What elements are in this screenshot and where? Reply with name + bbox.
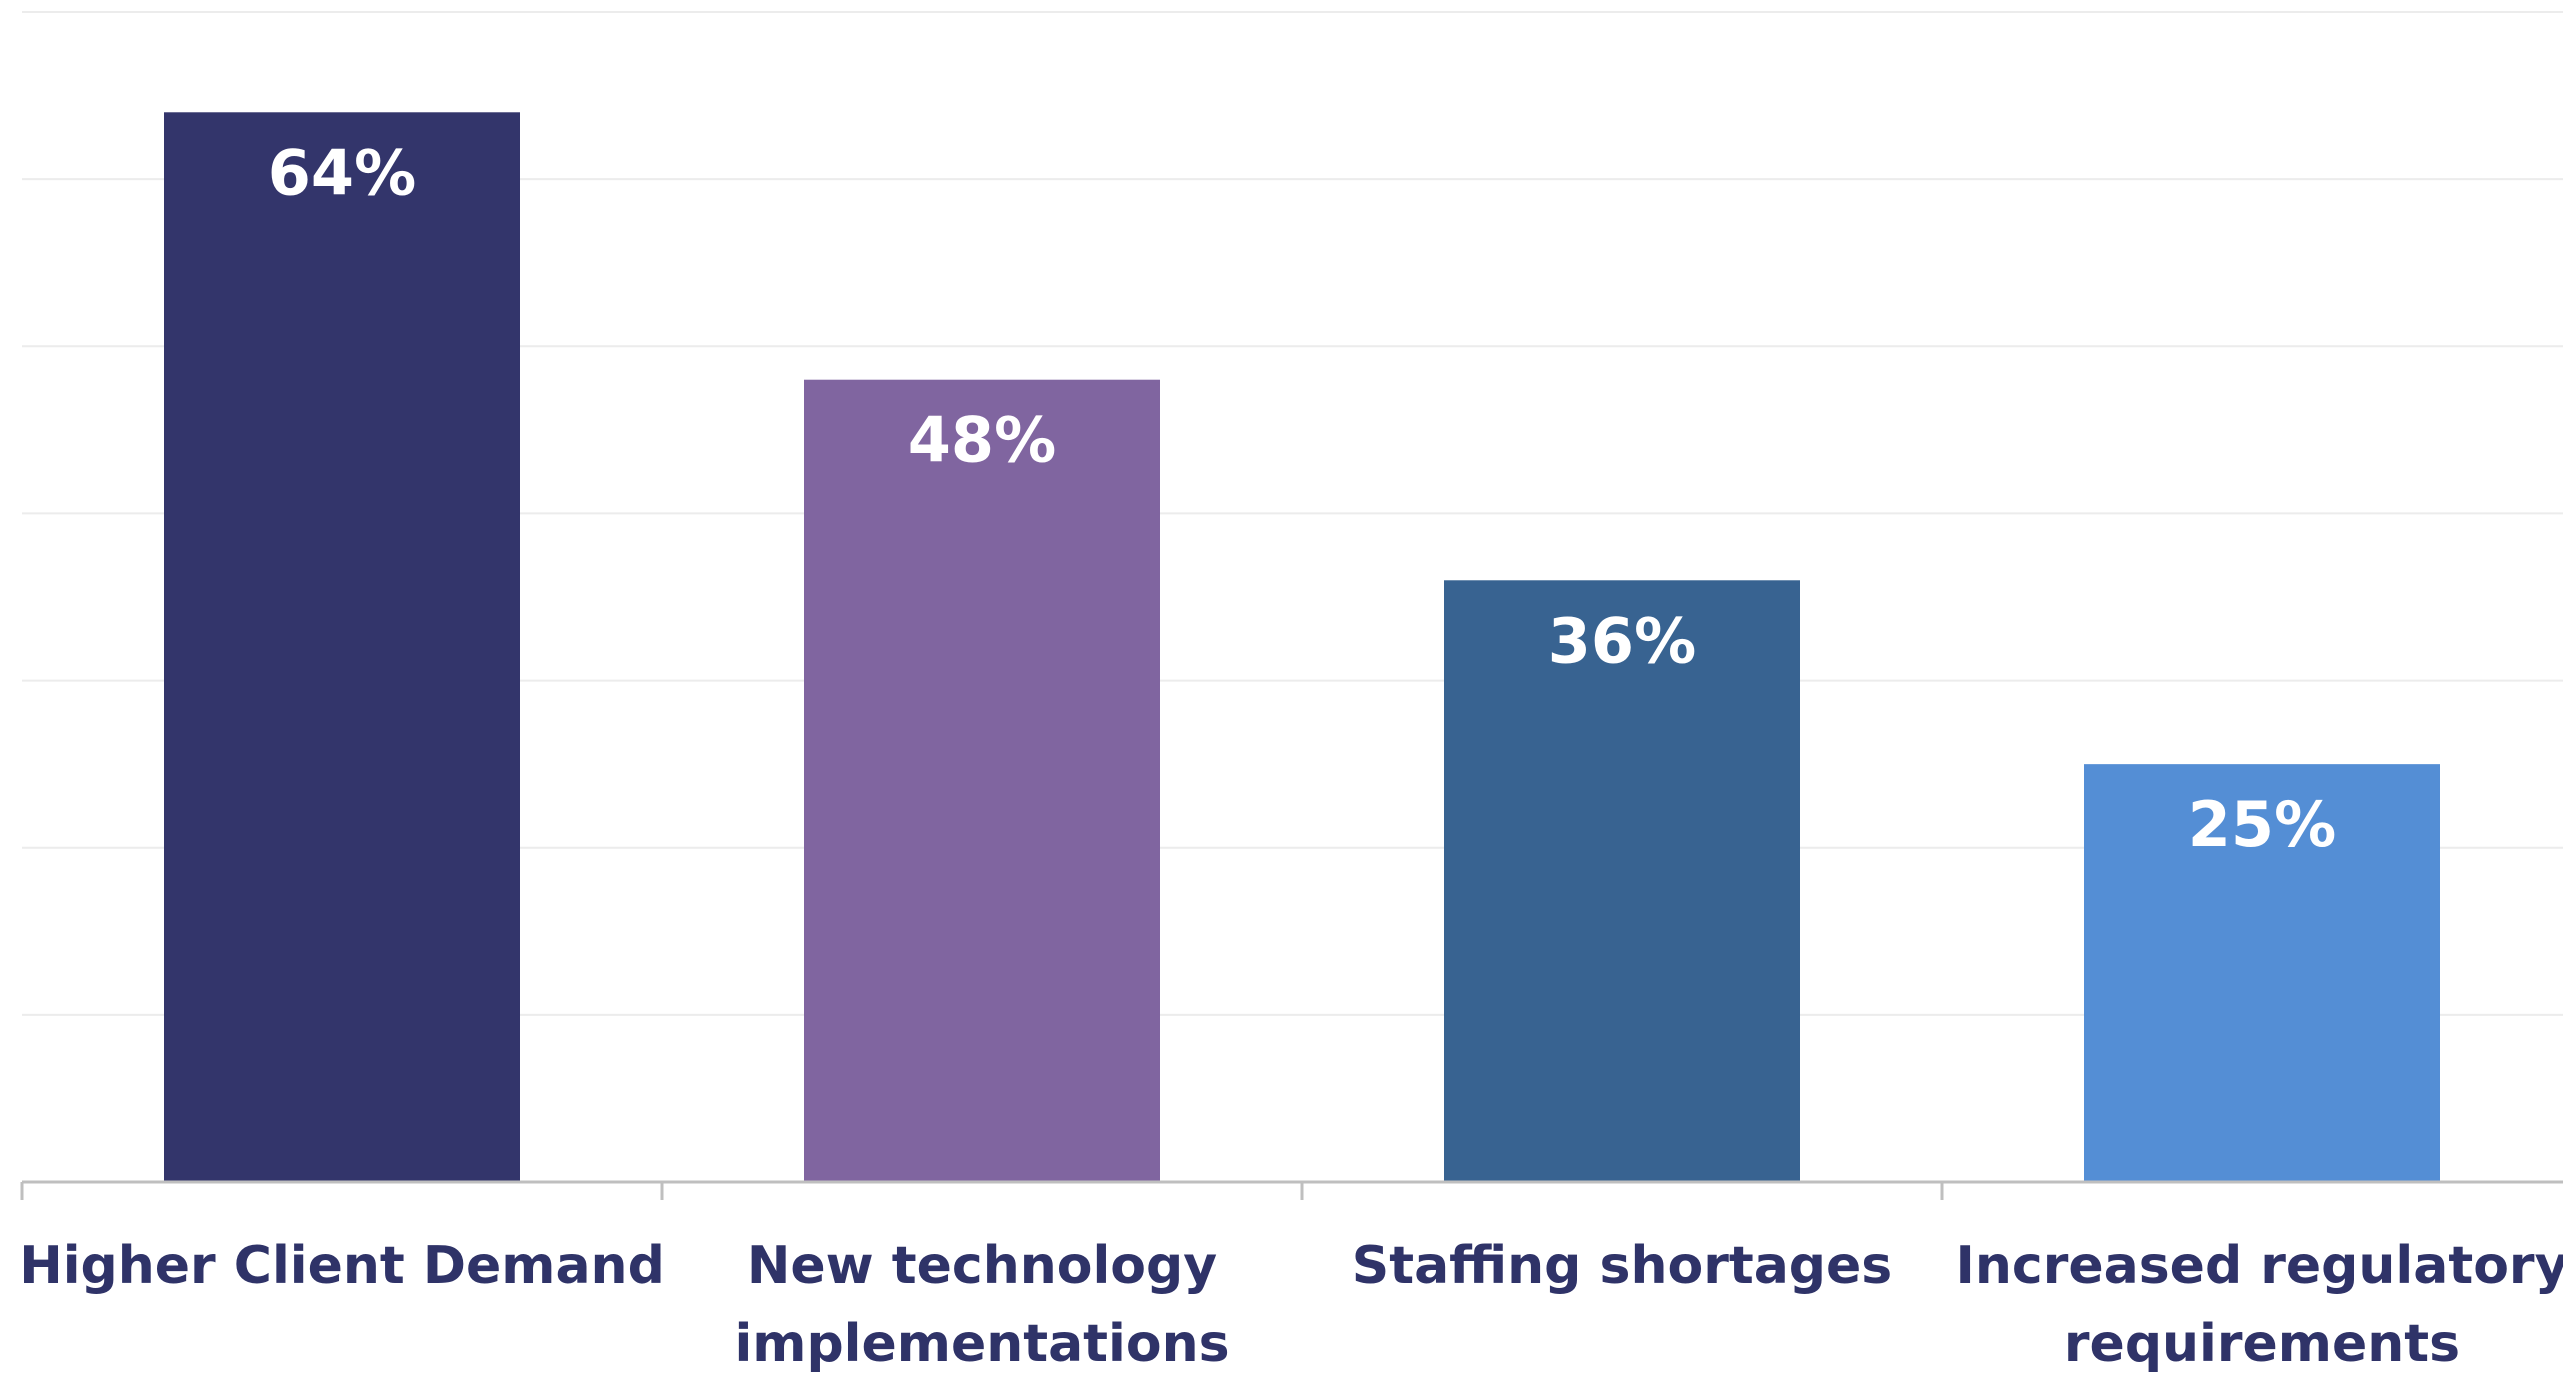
x-tick-label: Increased regulatory requirements: [1956, 1236, 2563, 1374]
bar-value-label: 25%: [2188, 788, 2336, 861]
bar: [804, 379, 1160, 1182]
category-labels: Higher Client Demand New technology implem…: [19, 1236, 2563, 1374]
x-tick-label: Higher Client Demand: [19, 1236, 665, 1296]
bar: [1444, 580, 1800, 1182]
x-tick-label: New technology implementations: [734, 1236, 1229, 1374]
bar: [2084, 764, 2440, 1182]
bars: 64% 48% 36% 25%: [164, 112, 2440, 1182]
bar-value-label: 48%: [908, 404, 1056, 477]
x-tick-label: Staffing shortages: [1352, 1236, 1892, 1296]
x-axis: [20, 1180, 2563, 1200]
bar: [164, 112, 520, 1182]
bar-value-label: 36%: [1548, 604, 1696, 677]
bar-value-label: 64%: [268, 136, 416, 209]
